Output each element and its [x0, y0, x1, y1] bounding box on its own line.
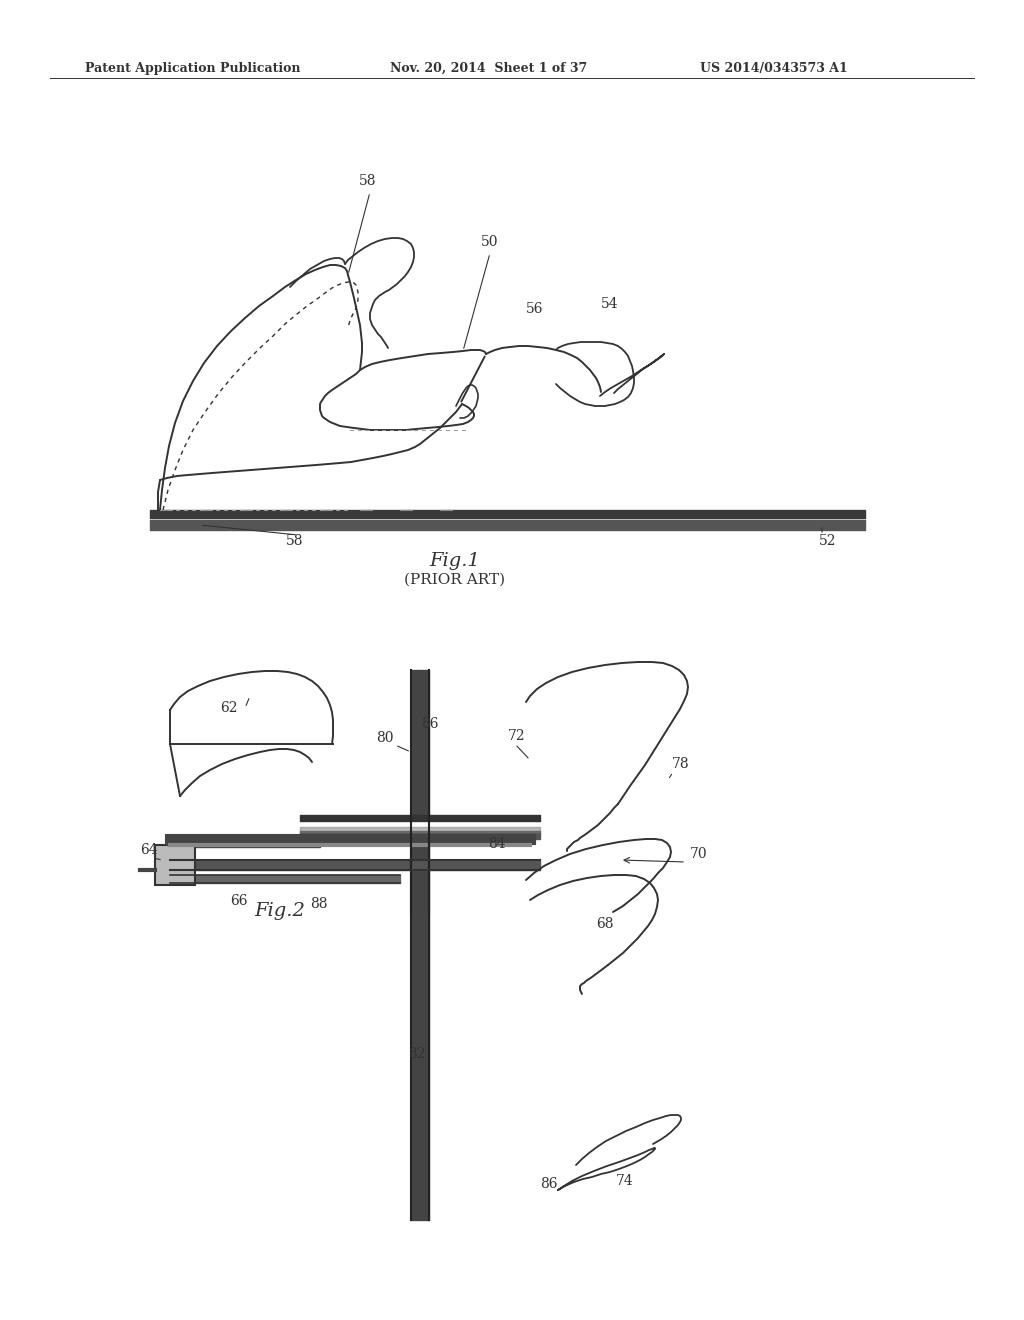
Text: 78: 78 — [672, 756, 689, 771]
Text: 70: 70 — [690, 847, 708, 861]
Text: 50: 50 — [481, 235, 499, 249]
Text: Fig.2: Fig.2 — [255, 902, 305, 920]
Text: 54: 54 — [601, 297, 618, 312]
Text: Patent Application Publication: Patent Application Publication — [85, 62, 300, 75]
Text: 64: 64 — [140, 843, 158, 857]
Text: US 2014/0343573 A1: US 2014/0343573 A1 — [700, 62, 848, 75]
Text: 52: 52 — [819, 535, 837, 548]
Text: 72: 72 — [508, 729, 525, 743]
Text: 66: 66 — [230, 894, 248, 908]
Text: 74: 74 — [616, 1173, 634, 1188]
Text: 86: 86 — [540, 1177, 557, 1191]
Text: 88: 88 — [310, 898, 328, 911]
Text: 58: 58 — [359, 174, 377, 187]
Text: 82: 82 — [408, 1047, 426, 1061]
Text: Fig.1: Fig.1 — [429, 552, 480, 570]
Text: Nov. 20, 2014  Sheet 1 of 37: Nov. 20, 2014 Sheet 1 of 37 — [390, 62, 587, 75]
Text: 84: 84 — [488, 837, 506, 851]
Text: 58: 58 — [287, 535, 304, 548]
Text: 86: 86 — [421, 717, 438, 731]
Text: 62: 62 — [220, 701, 238, 715]
Text: 80: 80 — [376, 731, 394, 744]
Text: (PRIOR ART): (PRIOR ART) — [404, 573, 506, 587]
Bar — [155, 845, 195, 884]
Text: 56: 56 — [526, 302, 544, 315]
Text: 68: 68 — [596, 917, 613, 931]
